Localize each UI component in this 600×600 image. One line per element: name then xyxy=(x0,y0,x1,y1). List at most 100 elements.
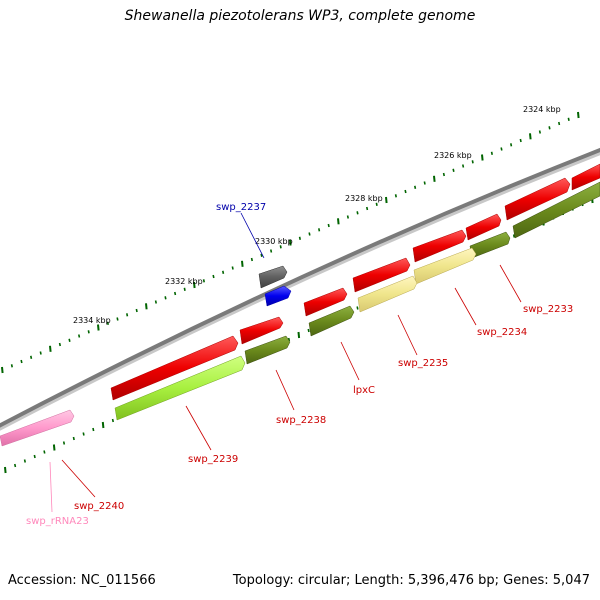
tick-mark xyxy=(135,308,138,313)
leader-swp_2235 xyxy=(397,314,418,356)
label-swp_2233: swp_2233 xyxy=(523,304,573,315)
gene-swp_2239-top[interactable] xyxy=(110,335,239,401)
accession-text: Accession: NC_011566 xyxy=(8,573,156,588)
label-swp_2240: swp_2240 xyxy=(74,501,124,512)
tick-mark xyxy=(30,355,33,359)
tick-mark xyxy=(49,345,52,352)
tick-mark xyxy=(23,459,26,463)
leader-swp_2240 xyxy=(61,459,96,498)
tick-mark xyxy=(126,313,129,317)
gene-swp_2233[interactable] xyxy=(504,177,571,221)
tick-mark xyxy=(270,249,273,253)
tick-mark xyxy=(337,218,340,225)
tick-mark xyxy=(433,175,436,182)
tick-label-2326: 2326 kbp xyxy=(434,151,472,160)
label-swp_2235: swp_2235 xyxy=(398,358,448,369)
gene-gray-feature[interactable] xyxy=(258,265,288,289)
tick-mark xyxy=(4,466,7,474)
tick-mark xyxy=(442,172,445,177)
tick-mark xyxy=(308,232,311,236)
tick-mark xyxy=(250,257,253,262)
tick-mark xyxy=(529,133,532,140)
tick-mark xyxy=(452,168,455,172)
tick-mark xyxy=(346,215,349,219)
tick-mark xyxy=(212,274,215,279)
tick-label-2330: 2330 kbp xyxy=(255,237,293,246)
leader-swp_2237 xyxy=(240,212,265,259)
tick-mark xyxy=(68,338,71,342)
tick-mark xyxy=(154,300,157,304)
tick-mark xyxy=(58,342,61,347)
tick-mark xyxy=(414,185,417,189)
gene-top-right[interactable] xyxy=(571,163,600,191)
label-swp_2237: swp_2237 xyxy=(216,202,266,213)
tick-mark xyxy=(404,189,407,194)
tick-mark xyxy=(97,324,100,331)
gene-swp_2238-top[interactable] xyxy=(239,316,284,345)
gene-lpxC-lower[interactable] xyxy=(308,305,355,337)
gene-olive-right[interactable] xyxy=(512,181,600,239)
tick-mark xyxy=(423,181,426,185)
tick-mark xyxy=(92,427,95,432)
tick-mark xyxy=(510,143,513,147)
gene-swp_rRNA23[interactable] xyxy=(0,409,75,447)
tick-mark xyxy=(241,260,244,267)
tick-mark xyxy=(279,245,282,249)
tick-mark xyxy=(356,211,359,215)
gene-swp_2234-top[interactable] xyxy=(465,213,502,241)
tick-mark xyxy=(289,239,292,246)
tick-mark xyxy=(101,421,105,429)
gene-swp_2239[interactable] xyxy=(114,355,246,421)
tick-mark xyxy=(78,334,81,338)
tick-mark xyxy=(356,306,359,310)
gene-khaki-left[interactable] xyxy=(357,275,418,313)
tick-mark xyxy=(327,223,330,228)
leader-lpxC xyxy=(340,341,360,381)
tick-mark xyxy=(577,111,580,119)
tick-mark xyxy=(366,206,369,211)
tick-mark xyxy=(106,321,109,325)
tick-mark xyxy=(231,266,234,270)
gene-swp_2235-top[interactable] xyxy=(412,229,467,263)
tick-mark xyxy=(260,253,263,257)
tick-mark xyxy=(87,330,90,334)
tick-mark xyxy=(193,281,196,289)
tick-mark xyxy=(318,228,321,232)
label-lpxC: lpxC xyxy=(353,385,375,396)
gene-lpxC-top[interactable] xyxy=(352,257,411,293)
tick-mark xyxy=(82,432,85,436)
tick-mark xyxy=(297,331,301,339)
tick-mark xyxy=(20,359,23,364)
tick-mark xyxy=(385,196,388,204)
tick-mark xyxy=(111,418,114,423)
topology-text: Topology: circular; Length: 5,396,476 bp… xyxy=(232,573,590,588)
leader-swp_2239 xyxy=(185,405,212,451)
tick-mark xyxy=(202,279,205,283)
tick-mark xyxy=(307,328,310,333)
tick-mark xyxy=(116,317,119,321)
leader-swp_2234 xyxy=(454,287,477,326)
tick-mark xyxy=(72,436,75,441)
tick-mark xyxy=(512,234,516,238)
gene-swp_2238[interactable] xyxy=(244,335,291,365)
gene-swp_2237[interactable] xyxy=(264,285,292,307)
tick-mark xyxy=(462,164,465,168)
genome-backbone xyxy=(0,147,600,428)
leader-swp_2233 xyxy=(499,264,522,303)
tick-mark xyxy=(1,366,4,374)
label-swp_2239: swp_2239 xyxy=(188,454,238,465)
tick-label-2324: 2324 kbp xyxy=(523,105,561,114)
tick-mark xyxy=(164,296,167,300)
tick-mark xyxy=(471,160,474,164)
tick-mark xyxy=(183,287,186,291)
label-swp_2234: swp_2234 xyxy=(477,327,527,338)
tick-mark xyxy=(567,117,570,121)
tick-mark xyxy=(43,450,46,454)
tick-mark xyxy=(10,364,13,368)
tick-mark xyxy=(538,130,541,134)
tick-mark xyxy=(174,291,177,296)
tick-mark xyxy=(222,270,225,274)
gene-lpxC[interactable] xyxy=(303,287,348,317)
tick-mark xyxy=(33,454,36,459)
